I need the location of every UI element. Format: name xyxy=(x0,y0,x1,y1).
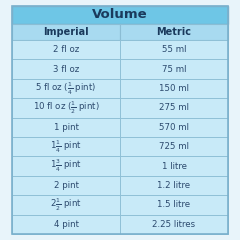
Bar xyxy=(12,24,120,40)
Bar xyxy=(120,176,228,195)
Bar xyxy=(120,98,228,118)
Bar xyxy=(12,6,228,24)
Bar xyxy=(12,98,120,118)
Text: 2$\frac{1}{2}$ pint: 2$\frac{1}{2}$ pint xyxy=(50,197,82,213)
Text: 1$\frac{3}{4}$ pint: 1$\frac{3}{4}$ pint xyxy=(50,158,82,174)
Bar xyxy=(12,60,120,79)
Text: 1 litre: 1 litre xyxy=(162,162,186,171)
Text: 1.5 litre: 1.5 litre xyxy=(157,200,191,209)
Bar xyxy=(12,176,120,195)
Bar xyxy=(12,215,120,234)
Text: 150 ml: 150 ml xyxy=(159,84,189,93)
Text: Metric: Metric xyxy=(156,27,192,37)
Text: 2 fl oz: 2 fl oz xyxy=(53,45,79,54)
Text: 3 fl oz: 3 fl oz xyxy=(53,65,79,74)
Text: 1 pint: 1 pint xyxy=(54,123,78,132)
Bar xyxy=(120,156,228,176)
Text: 10 fl oz ($\frac{1}{2}$ pint): 10 fl oz ($\frac{1}{2}$ pint) xyxy=(33,100,99,116)
Bar xyxy=(120,60,228,79)
Bar xyxy=(12,118,120,137)
Bar xyxy=(120,195,228,215)
Text: 725 ml: 725 ml xyxy=(159,142,189,151)
Text: Volume: Volume xyxy=(92,8,148,22)
Bar xyxy=(120,40,228,60)
Bar xyxy=(12,40,120,60)
Bar xyxy=(12,79,120,98)
Text: 2.25 litres: 2.25 litres xyxy=(152,220,196,229)
Text: 1.2 litre: 1.2 litre xyxy=(157,181,191,190)
Bar xyxy=(12,137,120,156)
Bar xyxy=(12,195,120,215)
Bar xyxy=(120,79,228,98)
Text: 5 fl oz ($\frac{1}{4}$ pint): 5 fl oz ($\frac{1}{4}$ pint) xyxy=(35,80,97,97)
Text: 4 pint: 4 pint xyxy=(54,220,78,229)
Text: 75 ml: 75 ml xyxy=(162,65,186,74)
Bar xyxy=(120,24,228,40)
Text: 275 ml: 275 ml xyxy=(159,103,189,112)
Bar xyxy=(12,156,120,176)
Text: 1$\frac{1}{4}$ pint: 1$\frac{1}{4}$ pint xyxy=(50,138,82,155)
Text: 570 ml: 570 ml xyxy=(159,123,189,132)
Text: 55 ml: 55 ml xyxy=(162,45,186,54)
Bar xyxy=(120,137,228,156)
Text: 2 pint: 2 pint xyxy=(54,181,78,190)
Text: Imperial: Imperial xyxy=(43,27,89,37)
Bar xyxy=(120,118,228,137)
Bar xyxy=(120,215,228,234)
